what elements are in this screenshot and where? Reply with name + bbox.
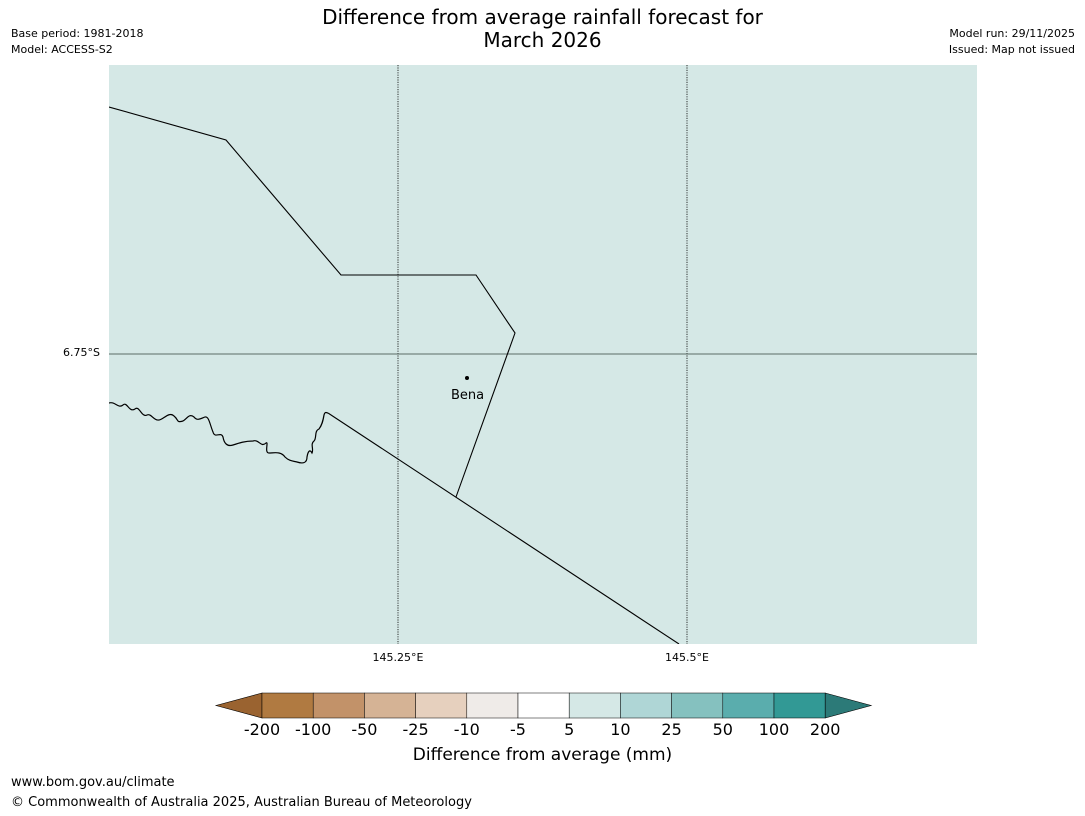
colorbar-tick-label: -100: [295, 720, 332, 739]
bena-marker: [465, 376, 469, 380]
issued-status: Issued: Map not issued: [948, 43, 1075, 56]
colorbar-tick-label: 100: [758, 720, 790, 739]
colorbar-segment: [261, 692, 314, 719]
colorbar-tick-label: 200: [809, 720, 841, 739]
colorbar-tick-label: -5: [510, 720, 526, 739]
colorbar-segment: [364, 692, 416, 719]
model-run: Model run: 29/11/2025: [949, 27, 1075, 40]
colorbar-tick-label: -50: [351, 720, 378, 739]
colorbar-extend-high: [824, 692, 873, 719]
bena-label: Bena: [450, 388, 485, 403]
province-boundary: [109, 106, 516, 498]
colorbar-segment: [773, 692, 826, 719]
title-line-1: Difference from average rainfall forecas…: [322, 5, 763, 29]
river-boundary: [109, 402, 329, 464]
colorbar-tick-label: 5: [564, 720, 575, 739]
colorbar-segment: [568, 692, 621, 719]
longitude-label-145-25: 145.25°E: [372, 651, 424, 664]
colorbar-tick-label: 50: [712, 720, 733, 739]
colorbar-tick-label: -200: [243, 720, 281, 739]
colorbar-extend-low: [214, 692, 263, 719]
header-left: Base period: 1981-2018 Model: ACCESS-S2: [11, 26, 143, 58]
colorbar-segment: [466, 692, 519, 719]
latitude-label: 6.75°S: [63, 346, 100, 359]
colorbar-tick-label: -25: [402, 720, 429, 739]
footer-url[interactable]: www.bom.gov.au/climate: [11, 775, 175, 790]
colorbar: [214, 692, 873, 719]
colorbar-segment: [415, 692, 468, 719]
forecast-map[interactable]: [109, 65, 977, 644]
base-period: Base period: 1981-2018: [11, 27, 144, 40]
map-title: Difference from average rainfall forecas…: [0, 6, 1085, 52]
province-boundary-south: [327, 412, 680, 644]
longitude-label-145-5: 145.5°E: [665, 651, 709, 664]
colorbar-segment: [312, 692, 365, 719]
colorbar-segment: [722, 692, 775, 719]
header-right: Model run: 29/11/2025 Issued: Map not is…: [949, 26, 1075, 58]
colorbar-tick-label: -10: [453, 720, 480, 739]
title-line-2: March 2026: [483, 28, 602, 52]
colorbar-segment: [671, 692, 724, 719]
colorbar-label: Difference from average (mm): [412, 745, 673, 765]
colorbar-tick-label: 10: [610, 720, 631, 739]
colorbar-tick-label: 25: [661, 720, 682, 739]
footer-copyright: © Commonwealth of Australia 2025, Austra…: [11, 795, 472, 810]
colorbar-segment: [517, 692, 570, 719]
colorbar-segments: [214, 692, 873, 719]
colorbar-segment: [620, 692, 672, 719]
model-name: Model: ACCESS-S2: [11, 43, 113, 56]
